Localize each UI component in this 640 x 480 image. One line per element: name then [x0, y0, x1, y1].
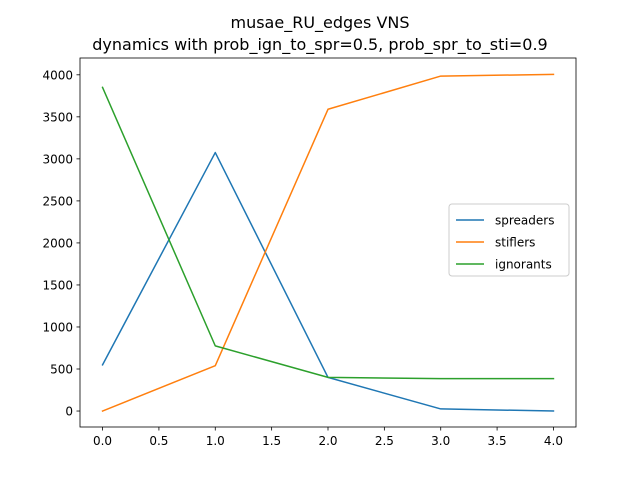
x-tick-label: 1.0 [206, 434, 225, 448]
y-axis: 0 500 1000 1500 2000 2500 3000 3500 4000 [42, 68, 80, 419]
chart-subtitle: dynamics with prob_ign_to_spr=0.5, prob_… [92, 35, 547, 55]
y-tick-label: 2500 [42, 194, 73, 208]
x-tick-label: 4.0 [544, 434, 563, 448]
legend: spreaders stiflers ignorants [448, 203, 570, 277]
series-line-stiflers [101, 73, 555, 413]
series-line-ignorants [101, 86, 555, 380]
x-tick-label: 2.5 [375, 434, 394, 448]
x-tick-label: 2.0 [318, 434, 337, 448]
y-tick-label: 0 [65, 405, 73, 419]
chart-title: musae_RU_edges VNS [230, 13, 409, 33]
legend-label-ignorants: ignorants [495, 258, 552, 272]
x-tick-label: 0.0 [93, 434, 112, 448]
x-tick-label: 3.0 [431, 434, 450, 448]
x-tick-label: 3.5 [488, 434, 507, 448]
y-tick-label: 2000 [42, 236, 73, 250]
y-tick-label: 1000 [42, 320, 73, 334]
y-tick-label: 3500 [42, 110, 73, 124]
x-axis: 0.0 0.5 1.0 1.5 2.0 2.5 3.0 3.5 4.0 [93, 427, 563, 448]
legend-box [448, 203, 570, 277]
y-tick-label: 500 [50, 363, 73, 377]
y-tick-label: 3000 [42, 152, 73, 166]
x-tick-label: 1.5 [262, 434, 281, 448]
series-line-spreaders [101, 151, 555, 412]
y-tick-label: 4000 [42, 68, 73, 82]
legend-label-spreaders: spreaders [495, 214, 554, 228]
series-group [101, 73, 555, 413]
x-tick-label: 0.5 [149, 434, 168, 448]
legend-label-stiflers: stiflers [495, 236, 535, 250]
y-tick-label: 1500 [42, 278, 73, 292]
